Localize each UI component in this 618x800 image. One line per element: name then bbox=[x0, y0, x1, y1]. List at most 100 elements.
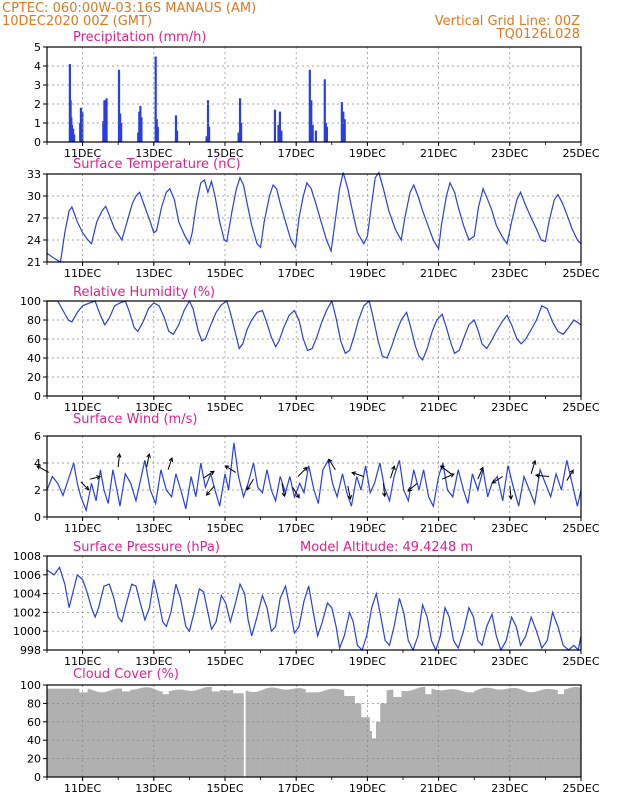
cloud-bar bbox=[96, 691, 99, 777]
cloud-bar bbox=[324, 690, 328, 777]
x-tick-label: 19DEC bbox=[349, 267, 386, 280]
precip-bar bbox=[205, 136, 208, 142]
wind-vector-head bbox=[210, 470, 215, 476]
cloud-bar bbox=[343, 696, 347, 777]
wind-vector-head bbox=[84, 485, 90, 491]
cloud-bar bbox=[358, 703, 362, 777]
cloud-bar bbox=[437, 690, 441, 777]
cloud-bar bbox=[534, 691, 537, 777]
precip-bar bbox=[117, 69, 121, 142]
cloud-bar bbox=[303, 689, 306, 777]
wind-vector bbox=[347, 485, 351, 500]
cloud-bar bbox=[459, 690, 462, 777]
cloud-bar bbox=[373, 738, 377, 777]
precip-bar bbox=[238, 98, 242, 142]
cloud-bar bbox=[55, 688, 58, 777]
cloud-bar bbox=[149, 687, 152, 777]
cloud-bar bbox=[410, 690, 413, 777]
cloud-bar bbox=[117, 688, 120, 777]
cloud-bar bbox=[393, 696, 396, 777]
wind-vector bbox=[146, 453, 150, 468]
wind-vector bbox=[535, 474, 550, 477]
cloud-bar bbox=[305, 692, 308, 777]
y-tick-label: 1008 bbox=[13, 550, 41, 563]
cloud-bar bbox=[196, 689, 199, 777]
cloud-bar bbox=[388, 689, 392, 777]
cloud-bar bbox=[339, 689, 343, 777]
cloud-bar bbox=[531, 692, 535, 777]
cloud-bar bbox=[301, 688, 304, 777]
cloud-bar bbox=[542, 689, 545, 777]
x-tick-label: 25DEC bbox=[562, 267, 599, 280]
cloud-bar bbox=[155, 690, 159, 777]
panels: 0 1 2 3 4 5 11DEC 13DEC 15DEC 17DEC 19DEC 21DEC 23DE… bbox=[13, 30, 600, 795]
cloud-bar bbox=[407, 690, 411, 777]
x-tick-label: 15DEC bbox=[206, 267, 243, 280]
cloud-bar bbox=[497, 689, 501, 777]
cloud-bar bbox=[59, 688, 63, 777]
cloud-bar bbox=[288, 689, 291, 777]
cloud-bar bbox=[442, 690, 445, 777]
wind-vector bbox=[351, 472, 364, 477]
series-line bbox=[46, 171, 582, 263]
y-tick-label: 20 bbox=[27, 371, 41, 384]
precip-bar bbox=[311, 124, 314, 142]
x-tick-label: 21DEC bbox=[420, 401, 457, 414]
y-tick-label: 27 bbox=[27, 212, 41, 225]
x-tick-label: 19DEC bbox=[349, 147, 386, 160]
cloud-bar bbox=[510, 687, 513, 777]
y-tick-label: 2 bbox=[34, 98, 41, 111]
cloud-bar bbox=[224, 690, 227, 777]
cloud-bar bbox=[185, 690, 189, 777]
cloud-bar bbox=[316, 692, 319, 777]
cloud-bar bbox=[104, 691, 108, 777]
wind-vector bbox=[246, 478, 254, 490]
cloud-bar bbox=[422, 686, 426, 777]
cloud-bar bbox=[337, 689, 340, 777]
y-tick-label: 1000 bbox=[13, 625, 41, 638]
x-tick-label: 13DEC bbox=[135, 401, 172, 414]
precip-bar bbox=[174, 115, 178, 142]
cloud-bar bbox=[346, 696, 349, 777]
x-tick-label: 23DEC bbox=[491, 782, 528, 795]
x-tick-label: 19DEC bbox=[349, 782, 386, 795]
cloud-bar bbox=[397, 696, 400, 777]
y-tick-label: 1006 bbox=[13, 569, 41, 582]
cloud-bar bbox=[431, 688, 434, 777]
cloud-bar bbox=[284, 689, 287, 777]
x-tick-label: 17DEC bbox=[278, 267, 315, 280]
header-model-id: TQ0126L028 bbox=[496, 27, 580, 42]
precip-bar bbox=[277, 124, 280, 142]
cloud-bar bbox=[215, 691, 219, 777]
cloud-bar bbox=[247, 691, 251, 777]
wind-vector-head bbox=[531, 459, 537, 465]
panel-frame bbox=[46, 555, 582, 651]
wind-vector bbox=[225, 465, 236, 473]
x-tick-label: 13DEC bbox=[135, 147, 172, 160]
cloud-bar bbox=[525, 691, 528, 777]
cloud-bar bbox=[348, 696, 351, 777]
x-tick-label: 19DEC bbox=[349, 401, 386, 414]
cloud-bar bbox=[463, 691, 466, 777]
y-tick-label: 5 bbox=[34, 41, 41, 54]
cloud-bar bbox=[538, 690, 541, 777]
wind-vector-head bbox=[281, 492, 287, 498]
y-tick-label: 4 bbox=[34, 60, 41, 73]
precip-bar bbox=[140, 117, 143, 142]
cloud-bar bbox=[320, 691, 323, 777]
cloud-bar bbox=[147, 687, 150, 777]
cloud-bar bbox=[578, 687, 582, 777]
cloud-bar bbox=[264, 688, 268, 777]
cloud-bar bbox=[384, 703, 387, 777]
cloud-bar bbox=[482, 687, 486, 777]
panel-frame bbox=[46, 300, 582, 397]
cloud-bar bbox=[375, 721, 379, 777]
precip-bar bbox=[240, 123, 243, 142]
precip-bar bbox=[237, 132, 240, 142]
wind-vector-head bbox=[246, 485, 251, 491]
cloud-bar bbox=[574, 686, 578, 777]
cloud-bar bbox=[271, 687, 274, 777]
cloud-bar bbox=[267, 687, 270, 777]
cloud-bar bbox=[207, 686, 210, 777]
cloud-bar bbox=[49, 688, 52, 777]
